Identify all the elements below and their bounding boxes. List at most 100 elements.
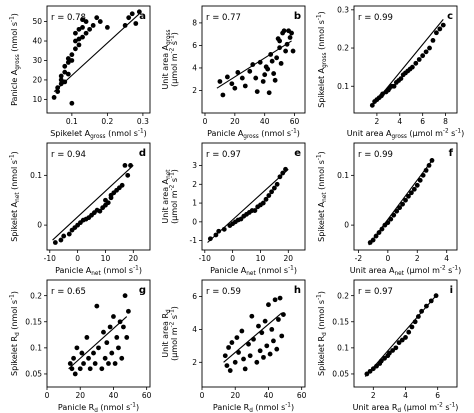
data-point xyxy=(260,200,266,206)
panel-letter: b xyxy=(294,11,301,22)
x-tick-label: 40 xyxy=(264,391,274,400)
y-tick-label: 0.05 xyxy=(332,370,349,379)
x-axis-label: Unit area Agross (µmol m-2 s-1) xyxy=(347,129,464,141)
data-point xyxy=(129,11,135,17)
data-point xyxy=(266,302,271,308)
y-tick-label: 40 xyxy=(32,37,42,46)
x-tick-label: 6 xyxy=(420,117,425,126)
data-point xyxy=(274,181,280,187)
panel-d: -10 0 10 20 0 0.1 Panicle Anet (nmol s-1) Spike… xyxy=(10,142,151,277)
data-point xyxy=(239,75,245,81)
data-point xyxy=(272,297,278,303)
data-point xyxy=(235,70,241,75)
y-tick-label: 30 xyxy=(32,56,42,65)
x-tick-label: 20 xyxy=(230,391,240,400)
data-point xyxy=(80,17,85,23)
data-point xyxy=(277,38,283,44)
data-point xyxy=(417,177,423,183)
regression-line xyxy=(68,316,128,370)
correlation-label: r = 0.65 xyxy=(51,287,86,297)
data-point xyxy=(58,237,64,243)
data-point xyxy=(259,330,265,336)
data-point xyxy=(71,355,76,361)
data-point xyxy=(267,351,273,357)
data-point xyxy=(105,200,111,206)
data-point xyxy=(80,34,85,40)
data-point xyxy=(434,30,439,36)
correlation-label: r = 0.78 xyxy=(51,13,86,23)
data-point xyxy=(222,353,228,359)
data-point xyxy=(74,345,80,351)
data-point xyxy=(58,73,64,79)
x-tick-label: 10 xyxy=(256,254,266,263)
data-point xyxy=(84,335,90,340)
data-point xyxy=(125,172,131,178)
x-tick-label: 40 xyxy=(109,391,119,400)
panel-letter: i xyxy=(450,285,453,296)
data-point xyxy=(266,90,272,96)
data-point xyxy=(412,319,418,325)
data-point xyxy=(382,355,387,361)
y-tick-label: 0.1 xyxy=(30,343,42,352)
data-point xyxy=(126,15,132,21)
x-tick-label: 20 xyxy=(75,391,85,400)
data-point xyxy=(437,26,443,32)
data-point xyxy=(396,340,402,346)
data-point xyxy=(234,335,240,341)
data-point xyxy=(73,38,78,44)
data-point xyxy=(284,41,290,47)
data-point xyxy=(251,336,256,342)
data-point xyxy=(76,26,82,32)
data-point xyxy=(413,60,419,66)
regression-line xyxy=(207,168,289,243)
x-tick-label: 10 xyxy=(101,254,111,263)
y-tick-label: 4 xyxy=(192,64,197,73)
data-point xyxy=(124,335,130,340)
panel-h: 0 20 40 60 2 4 6 Panicle Rd (nmol s-1) Unit area… xyxy=(161,279,307,413)
data-point xyxy=(420,172,426,178)
data-point xyxy=(207,236,213,242)
data-point xyxy=(394,208,400,214)
x-axis-label: Panicle Anet (nmol s-1) xyxy=(210,266,297,278)
data-point xyxy=(277,45,283,51)
data-point xyxy=(283,166,288,172)
x-tick-label: 0 xyxy=(230,254,235,263)
x-tick-label: 20 xyxy=(129,254,139,263)
data-point xyxy=(55,85,61,91)
data-point xyxy=(73,46,78,52)
y-tick-label: 6 xyxy=(192,292,197,301)
data-point xyxy=(387,350,392,356)
y-tick-label: 2 xyxy=(192,358,197,367)
y-axis-label: Unit area Anet xyxy=(161,169,172,224)
data-point xyxy=(266,193,272,198)
data-point xyxy=(274,55,280,61)
data-point xyxy=(51,95,57,100)
data-point xyxy=(119,182,125,188)
data-point xyxy=(69,366,75,372)
data-point xyxy=(254,359,260,365)
x-tick-label: 0.2 xyxy=(101,117,113,126)
y-tick-label: 0.2 xyxy=(337,44,349,53)
data-point xyxy=(69,52,75,58)
data-point xyxy=(268,52,274,57)
data-point xyxy=(96,345,101,351)
x-tick-label: 4 xyxy=(397,117,402,126)
x-axis-label: Panicle Rd (nmol s-1) xyxy=(58,403,139,413)
data-point xyxy=(229,340,235,345)
panel-letter: f xyxy=(449,148,454,159)
data-point xyxy=(246,341,251,347)
data-point xyxy=(423,49,429,55)
data-point xyxy=(112,361,118,366)
plot-frame xyxy=(46,279,151,388)
data-point xyxy=(257,348,263,354)
y-tick-label: 6 xyxy=(192,41,197,50)
data-point xyxy=(274,346,280,352)
data-point xyxy=(390,348,396,353)
correlation-label: r = 0.59 xyxy=(206,287,241,297)
data-point xyxy=(250,62,256,67)
data-point xyxy=(414,182,420,188)
y-axis-label: Spikelet Agross (nmol s-1) xyxy=(317,11,329,108)
data-point xyxy=(262,72,268,78)
data-point xyxy=(83,19,89,24)
